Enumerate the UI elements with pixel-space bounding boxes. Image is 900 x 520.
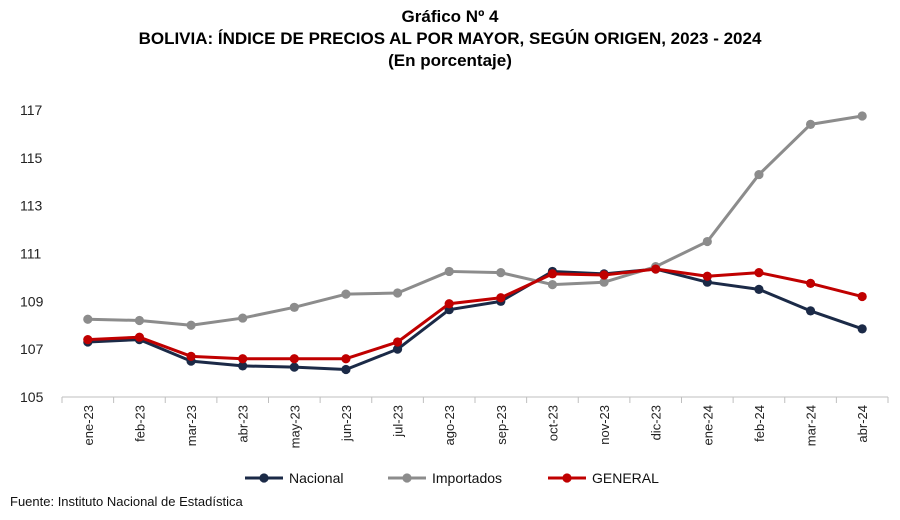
series-line xyxy=(86,267,864,371)
data-point xyxy=(754,268,764,278)
data-point xyxy=(496,268,506,278)
data-point xyxy=(341,364,351,375)
data-point xyxy=(857,324,867,334)
data-point xyxy=(186,320,196,330)
data-point xyxy=(547,269,558,279)
series-line xyxy=(86,114,864,327)
legend-swatch-marker xyxy=(402,473,412,483)
x-tick-label: mar-23 xyxy=(184,405,199,446)
series-line xyxy=(86,267,864,361)
data-point xyxy=(134,315,145,326)
legend-label: Importados xyxy=(432,470,502,486)
chart-titles: Gráfico Nº 4 BOLIVIA: ÍNDICE DE PRECIOS … xyxy=(0,6,900,72)
y-tick-label: 109 xyxy=(20,293,44,309)
data-point xyxy=(754,284,764,294)
x-tick-label: nov-23 xyxy=(597,405,612,445)
chart-unit-note: (En porcentaje) xyxy=(388,51,512,70)
data-point xyxy=(341,354,351,364)
y-tick-label: 113 xyxy=(20,198,43,214)
data-point xyxy=(392,288,403,298)
x-tick-label: ene-23 xyxy=(81,405,96,445)
y-tick-label: 111 xyxy=(20,246,41,262)
x-tick-label: sep-23 xyxy=(494,405,509,445)
x-tick-label: may-23 xyxy=(287,405,302,448)
y-tick-label: 117 xyxy=(20,102,43,118)
data-point xyxy=(651,264,661,274)
data-point xyxy=(238,354,248,364)
data-point xyxy=(496,293,506,303)
data-point xyxy=(289,302,299,312)
data-point xyxy=(857,291,867,302)
x-tick-label: abr-24 xyxy=(855,405,870,443)
data-point xyxy=(599,270,609,280)
chart-title: Gráfico Nº 4 xyxy=(401,7,499,26)
x-tick-label: ago-23 xyxy=(442,405,457,445)
data-point xyxy=(289,362,299,372)
x-tick-label: abr-23 xyxy=(236,405,251,443)
data-point xyxy=(805,119,816,129)
y-tick-label: 115 xyxy=(20,150,43,166)
data-point xyxy=(392,344,403,354)
data-point xyxy=(547,279,558,290)
data-point xyxy=(754,169,764,180)
data-point xyxy=(857,111,867,121)
x-tick-label: dic-23 xyxy=(649,405,664,440)
x-tick-label: oct-23 xyxy=(545,405,560,441)
data-point xyxy=(805,278,816,288)
chart-subtitle: BOLIVIA: ÍNDICE DE PRECIOS AL POR MAYOR,… xyxy=(138,29,762,48)
data-point xyxy=(444,299,454,309)
x-tick-label: jul-23 xyxy=(391,405,406,438)
data-point xyxy=(444,266,454,277)
source-note: Fuente: Instituto Nacional de Estadístic… xyxy=(10,494,243,509)
data-point xyxy=(702,236,712,247)
data-point xyxy=(238,313,248,323)
data-point xyxy=(186,351,196,361)
data-point xyxy=(83,335,93,345)
x-tick-label: mar-24 xyxy=(804,405,819,446)
x-tick-label: feb-23 xyxy=(132,405,147,442)
legend-label: GENERAL xyxy=(592,470,659,486)
y-tick-label: 105 xyxy=(20,389,44,405)
data-point xyxy=(805,306,816,316)
x-tick-label: jun-23 xyxy=(339,405,354,442)
data-point xyxy=(238,361,248,371)
data-point xyxy=(134,332,145,342)
data-point xyxy=(392,337,403,347)
legend-swatch-marker xyxy=(562,473,572,483)
x-tick-label: feb-24 xyxy=(752,405,767,442)
legend-label: Nacional xyxy=(289,470,343,486)
x-tick-label: ene-24 xyxy=(700,405,715,445)
data-point xyxy=(702,271,712,281)
data-point xyxy=(289,354,299,364)
data-point xyxy=(341,289,351,299)
data-point xyxy=(83,314,93,324)
data-point xyxy=(599,277,609,287)
legend-swatch-marker xyxy=(259,473,269,483)
y-tick-label: 107 xyxy=(20,341,44,357)
